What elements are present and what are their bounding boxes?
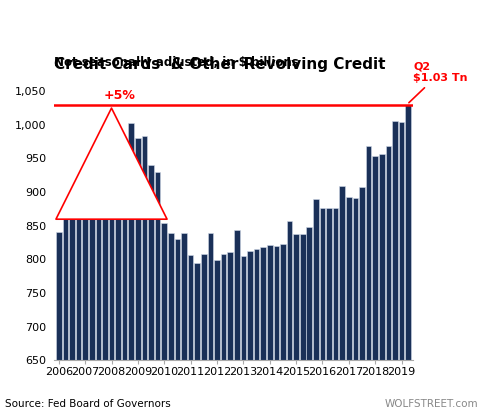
Bar: [142, 135, 147, 413]
Text: Not seasonally adjusted, in $ billions: Not seasonally adjusted, in $ billions: [54, 56, 299, 69]
Bar: [327, 208, 332, 413]
Bar: [280, 244, 286, 413]
Bar: [89, 197, 95, 413]
Bar: [181, 233, 187, 413]
Bar: [201, 254, 207, 413]
Bar: [208, 233, 213, 413]
Bar: [359, 188, 365, 413]
Bar: [122, 142, 128, 413]
Bar: [155, 172, 160, 413]
Bar: [69, 197, 75, 413]
Bar: [385, 146, 391, 413]
Bar: [372, 156, 378, 413]
Bar: [96, 180, 101, 413]
Bar: [379, 154, 384, 413]
Bar: [320, 208, 325, 413]
Bar: [195, 263, 200, 413]
Bar: [293, 234, 299, 413]
Bar: [109, 161, 114, 413]
Bar: [353, 198, 358, 413]
Bar: [168, 233, 174, 413]
Bar: [333, 208, 339, 413]
Bar: [214, 260, 220, 413]
Bar: [62, 208, 68, 413]
Bar: [221, 254, 227, 413]
Text: +5%: +5%: [103, 89, 135, 102]
Bar: [254, 249, 259, 413]
Bar: [241, 256, 246, 413]
Bar: [135, 138, 141, 413]
Bar: [227, 252, 233, 413]
Bar: [287, 221, 292, 413]
Text: Q2
$1.03 Tn: Q2 $1.03 Tn: [409, 62, 468, 103]
Bar: [405, 104, 411, 413]
Bar: [56, 232, 61, 413]
Bar: [161, 223, 167, 413]
Bar: [175, 239, 180, 413]
Text: Credit Cards  & Other Revolving Credit: Credit Cards & Other Revolving Credit: [54, 57, 385, 72]
Bar: [346, 197, 352, 413]
Bar: [128, 123, 134, 413]
Bar: [267, 245, 272, 413]
Bar: [399, 122, 404, 413]
Bar: [102, 182, 108, 413]
Bar: [82, 177, 88, 413]
Bar: [76, 197, 81, 413]
Text: WOLFSTREET.com: WOLFSTREET.com: [384, 399, 478, 409]
Bar: [148, 164, 154, 413]
Bar: [307, 227, 312, 413]
Bar: [300, 234, 306, 413]
Bar: [366, 146, 371, 413]
Bar: [188, 255, 193, 413]
Bar: [260, 247, 266, 413]
Bar: [115, 145, 121, 413]
Bar: [247, 251, 253, 413]
Bar: [234, 230, 240, 413]
Bar: [273, 246, 279, 413]
Text: Source: Fed Board of Governors: Source: Fed Board of Governors: [5, 399, 170, 409]
Bar: [392, 121, 398, 413]
Bar: [313, 199, 319, 413]
Bar: [340, 186, 345, 413]
